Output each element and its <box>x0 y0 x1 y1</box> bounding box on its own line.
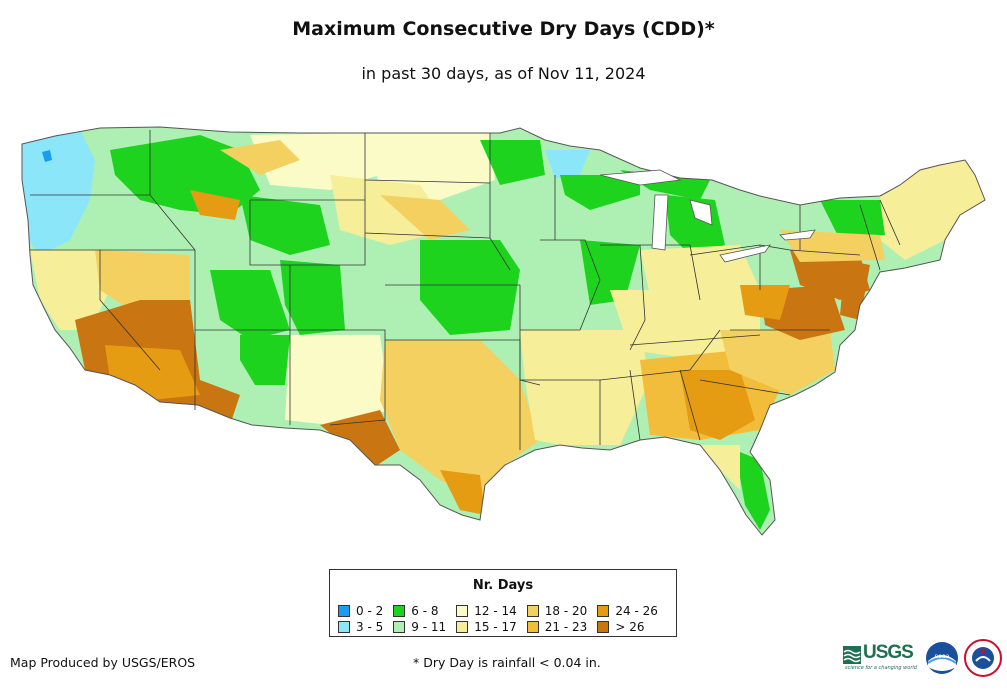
mn-blue <box>545 150 590 178</box>
idaho-orange <box>190 190 240 220</box>
wyoming-orange <box>380 195 470 240</box>
legend-label: 6 - 8 <box>411 603 439 618</box>
usgs-wave-icon <box>843 646 861 664</box>
montana-green <box>240 195 330 255</box>
legend-item-12-14: 12 - 14 <box>456 603 521 618</box>
legend-swatch <box>456 620 469 633</box>
legend-swatch <box>338 620 350 633</box>
mn-green <box>480 140 545 185</box>
legend-swatch <box>597 620 610 633</box>
legend-swatch <box>456 604 469 617</box>
fl-green <box>735 450 770 530</box>
fl-yellow <box>700 445 740 490</box>
legend-swatch <box>597 604 610 617</box>
pnw-0-2 <box>42 150 52 162</box>
legend-label: 3 - 5 <box>356 619 384 634</box>
map-title: Maximum Consecutive Dry Days (CDD)* <box>292 18 715 40</box>
legend-label: 18 - 20 <box>544 603 588 618</box>
legend-label: 24 - 26 <box>615 603 658 618</box>
map-subtitle: in past 30 days, as of Nov 11, 2024 <box>361 64 646 83</box>
usgs-wordmark: USGS <box>863 642 914 663</box>
plains-green <box>420 240 520 335</box>
legend-item-0-2: 0 - 2 <box>338 603 387 618</box>
california-yellow <box>30 250 110 330</box>
pnw-3-5 <box>22 130 95 255</box>
legend-grid: 0 - 2 3 - 5 6 - 8 9 - 11 12 - 14 15 - 17… <box>338 603 672 634</box>
legend-title: Nr. Days <box>472 578 534 593</box>
legend-swatch <box>526 620 539 633</box>
tx-orange <box>380 340 540 500</box>
usgs-tagline: science for a changing world <box>845 665 917 671</box>
legend-item-9-11: 9 - 11 <box>393 619 450 634</box>
tx-west-brown <box>320 410 400 470</box>
utah-green <box>210 270 290 340</box>
ky-tn-yellow <box>610 290 760 360</box>
colorado-green <box>280 260 345 335</box>
legend-swatch <box>526 604 539 617</box>
noaa-text: noaa <box>935 653 950 660</box>
montana-orange <box>220 140 300 175</box>
legend-item-15-17: 15 - 17 <box>456 619 521 634</box>
nv-orange <box>95 250 190 310</box>
legend: Nr. Days 0 - 2 3 - 5 6 - 8 9 - 11 12 - 1… <box>329 569 677 637</box>
legend-item-gt-26: > 26 <box>597 619 662 634</box>
legend-swatch <box>393 604 406 617</box>
south-yellow <box>520 330 650 445</box>
az-nm-green <box>240 335 290 385</box>
noaa-logo-icon: noaa <box>926 642 958 674</box>
legend-label: 0 - 2 <box>356 603 384 618</box>
ne-green <box>820 200 885 240</box>
great-lakes <box>599 169 816 263</box>
legend-item-18-20: 18 - 20 <box>526 603 592 618</box>
legend-swatch <box>338 604 350 617</box>
legend-label: 15 - 17 <box>474 619 517 634</box>
carolinas-orange <box>720 330 835 395</box>
midwest-green2 <box>580 240 640 305</box>
ne-yellow <box>880 160 985 260</box>
nm-yellow <box>285 335 390 425</box>
al-orange <box>680 370 755 440</box>
legend-label: > 26 <box>615 619 645 634</box>
legend-item-24-26: 24 - 26 <box>597 603 662 618</box>
legend-swatch <box>393 620 406 633</box>
usgs-logo: USGS science for a changing world <box>843 642 919 674</box>
dry-day-footnote: * Dry Day is rainfall < 0.04 in. <box>413 655 601 670</box>
wi-green <box>560 175 640 210</box>
legend-item-21-23: 21 - 23 <box>526 619 592 634</box>
wv-orange <box>740 285 790 320</box>
state-boundaries <box>30 130 901 450</box>
tx-south-orange <box>440 470 485 515</box>
legend-label: 9 - 11 <box>411 619 447 634</box>
map-credit: Map Produced by USGS/EROS <box>10 655 196 670</box>
legend-label: 12 - 14 <box>474 603 517 618</box>
legend-label: 21 - 23 <box>544 619 588 634</box>
nws-logo-icon <box>964 639 1002 677</box>
legend-item-6-8: 6 - 8 <box>393 603 450 618</box>
legend-item-3-5: 3 - 5 <box>338 619 387 634</box>
